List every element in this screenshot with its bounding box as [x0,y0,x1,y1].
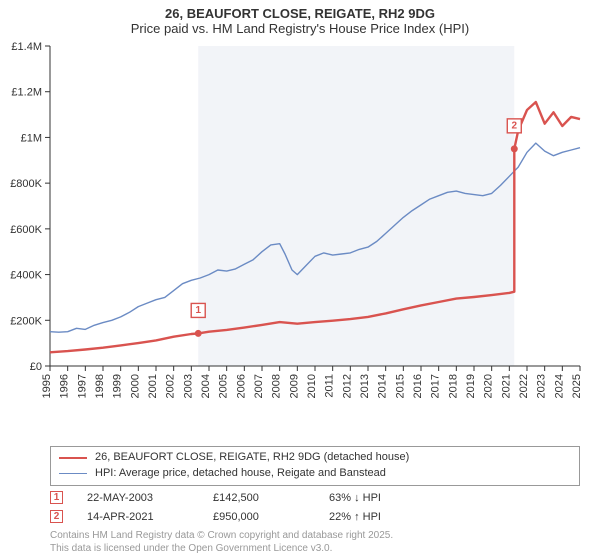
legend-row: 26, BEAUFORT CLOSE, REIGATE, RH2 9DG (de… [59,450,571,466]
svg-text:2016: 2016 [412,374,424,398]
svg-text:2010: 2010 [306,374,318,398]
event-date: 22-MAY-2003 [69,492,207,504]
svg-text:2020: 2020 [483,374,495,398]
sale-events-table: 1 22-MAY-2003 £142,500 63% ↓ HPI 2 14-APR-202… [50,488,580,526]
copyright-text: Contains HM Land Registry data © Crown c… [50,530,580,555]
copyright-line2: This data is licensed under the Open Gov… [50,543,580,556]
svg-text:2: 2 [511,120,517,131]
svg-text:1999: 1999 [112,374,124,398]
event-price: £950,000 [213,511,323,523]
svg-text:2003: 2003 [182,374,194,398]
event-marker-box: 2 [50,510,63,523]
svg-text:1998: 1998 [94,374,106,398]
svg-text:2007: 2007 [253,374,265,398]
svg-text:£0: £0 [30,361,42,373]
legend-swatch [59,457,87,459]
svg-text:2008: 2008 [271,374,283,398]
svg-text:2022: 2022 [518,374,530,398]
svg-text:£800K: £800K [10,178,42,190]
legend-row: HPI: Average price, detached house, Reig… [59,466,571,482]
svg-text:1996: 1996 [59,374,71,398]
event-hpi-delta: 63% ↓ HPI [329,492,439,504]
svg-text:2023: 2023 [536,374,548,398]
svg-text:2009: 2009 [288,374,300,398]
chart-legend: 26, BEAUFORT CLOSE, REIGATE, RH2 9DG (de… [50,446,580,486]
svg-text:2019: 2019 [465,374,477,398]
chart-subtitle: Price paid vs. HM Land Registry's House … [0,21,600,36]
sale-event-row: 1 22-MAY-2003 £142,500 63% ↓ HPI [50,488,580,507]
legend-swatch [59,473,87,474]
svg-text:2014: 2014 [377,374,389,398]
event-price: £142,500 [213,492,323,504]
svg-text:£1.4M: £1.4M [11,41,42,53]
event-date: 14-APR-2021 [69,511,207,523]
svg-text:2018: 2018 [447,374,459,398]
copyright-line1: Contains HM Land Registry data © Crown c… [50,530,580,543]
legend-label: HPI: Average price, detached house, Reig… [95,466,386,482]
event-hpi-delta: 22% ↑ HPI [329,511,439,523]
svg-text:2004: 2004 [200,374,212,398]
chart-titles: 26, BEAUFORT CLOSE, REIGATE, RH2 9DG Pri… [0,0,600,36]
svg-text:1995: 1995 [41,374,53,398]
svg-text:1997: 1997 [76,374,88,398]
svg-text:2021: 2021 [500,374,512,398]
svg-text:2025: 2025 [571,374,583,398]
svg-text:2001: 2001 [147,374,159,398]
chart-title: 26, BEAUFORT CLOSE, REIGATE, RH2 9DG [0,6,600,21]
svg-text:£400K: £400K [10,270,42,282]
price-hpi-chart: £0£200K£400K£600K£800K£1M£1.2M£1.4M19951… [50,46,580,406]
svg-text:2017: 2017 [430,374,442,398]
svg-text:2024: 2024 [553,374,565,398]
svg-text:£1M: £1M [21,132,42,144]
svg-text:£600K: £600K [10,224,42,236]
svg-text:2012: 2012 [341,374,353,398]
event-marker-box: 1 [50,491,63,504]
chart-svg: £0£200K£400K£600K£800K£1M£1.2M£1.4M19951… [50,46,580,406]
svg-text:2013: 2013 [359,374,371,398]
svg-text:£200K: £200K [10,315,42,327]
svg-text:2011: 2011 [324,374,336,398]
legend-label: 26, BEAUFORT CLOSE, REIGATE, RH2 9DG (de… [95,450,409,466]
svg-text:£1.2M: £1.2M [11,87,42,99]
svg-text:2006: 2006 [235,374,247,398]
svg-text:1: 1 [195,305,201,316]
legend-box: 26, BEAUFORT CLOSE, REIGATE, RH2 9DG (de… [50,446,580,486]
svg-text:2000: 2000 [129,374,141,398]
svg-text:2005: 2005 [218,374,230,398]
svg-text:2015: 2015 [394,374,406,398]
sale-event-row: 2 14-APR-2021 £950,000 22% ↑ HPI [50,507,580,526]
svg-text:2002: 2002 [165,374,177,398]
